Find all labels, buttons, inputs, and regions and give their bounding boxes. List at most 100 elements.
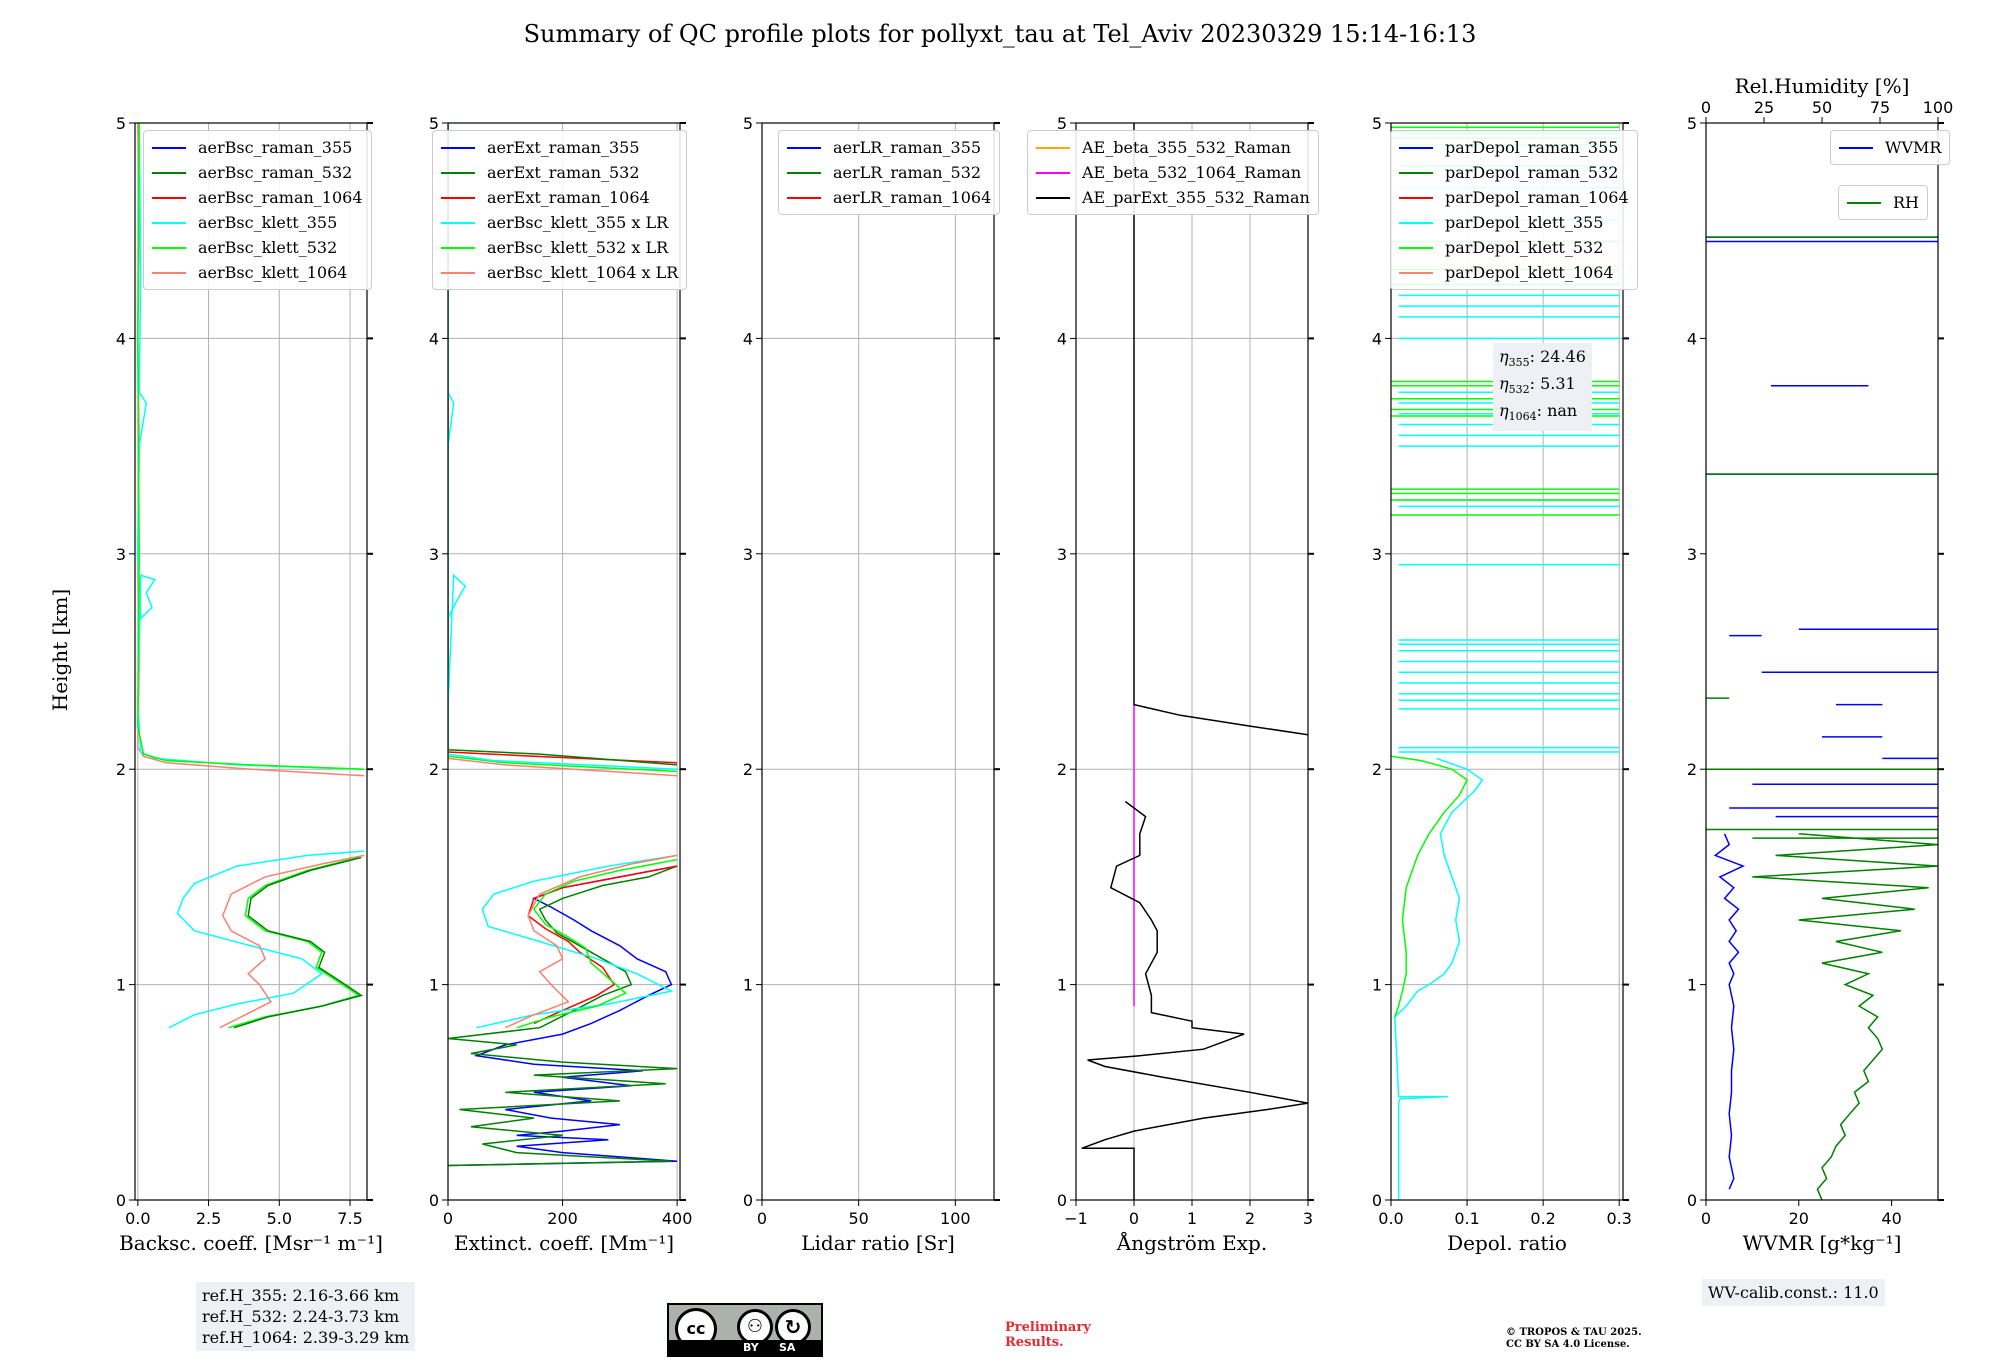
legend-label: aerBsc_klett_1064 x LR (487, 263, 679, 282)
y-tick-label: 4 (743, 329, 753, 348)
legend-entry: parDepol_raman_355 (1399, 135, 1629, 160)
legend-panel-1: aerBsc_raman_355 aerBsc_raman_532 aerBsc_r… (143, 130, 372, 290)
panel-frame (1390, 122, 1624, 1201)
legend-entry: aerBsc_klett_532 (152, 235, 363, 260)
y-tick-label: 2 (1687, 760, 1697, 779)
legend-swatch (152, 171, 186, 174)
legend-swatch (1399, 246, 1433, 249)
legend-swatch (152, 271, 186, 274)
legend-swatch (152, 196, 186, 199)
panel-frame (447, 122, 681, 1201)
series-WVMR (1713, 833, 1746, 1190)
series-aerBsc_klett_1064 x LR_upper (448, 123, 678, 777)
series-aerBsc_klett_1064 (219, 854, 365, 1029)
legend-swatch (1399, 221, 1433, 224)
series-aerBsc_klett_355 (168, 850, 365, 1029)
series-aerBsc_klett_355 x LR_upper (448, 123, 678, 770)
legend-wvmr: WVMR (1830, 130, 1951, 165)
series-aerBsc_klett_532 x LR (516, 858, 678, 1029)
legend-label: aerLR_raman_355 (833, 138, 982, 157)
y-tick-label: 3 (1057, 545, 1067, 564)
y-tick-label: 2 (743, 760, 753, 779)
legend-swatch (441, 221, 475, 224)
y-tick-label: 1 (1687, 976, 1697, 995)
y-tick-label: 2 (429, 760, 439, 779)
legend-entry: aerBsc_raman_355 (152, 135, 363, 160)
legend-swatch (152, 246, 186, 249)
y-tick-label: 3 (743, 545, 753, 564)
x-tick-label: 0 (1129, 1209, 1139, 1228)
x-tick-label: 50 (848, 1209, 868, 1228)
legend-swatch (441, 171, 475, 174)
figure-title: Summary of QC profile plots for pollyxt_… (523, 20, 1477, 48)
x-tick-label: 0.2 (1530, 1209, 1555, 1228)
legend-label: AE_parExt_355_532_Raman (1082, 188, 1310, 207)
x-tick-label: 100 (940, 1209, 971, 1228)
legend-label: aerBsc_raman_1064 (198, 188, 363, 207)
x-tick-label: 20 (1789, 1209, 1809, 1228)
panel-2: 0 200 400 0 1 2 3 4 5 Extinct. coeff. [Mm⁻¹] (429, 114, 693, 1255)
x-tick-label: 1 (1187, 1209, 1197, 1228)
legend-label: parDepol_raman_532 (1445, 163, 1619, 182)
eta-355: η355: 24.46 (1499, 347, 1586, 370)
y-tick-label: 5 (116, 114, 126, 133)
panel-frame (134, 122, 368, 1201)
y-tick-label: 2 (116, 760, 126, 779)
y-tick-label: 4 (116, 329, 126, 348)
eta-box: η355: 24.46 η532: 5.31 η1064: nan (1493, 343, 1592, 431)
series-aerExt_raman_532_upper (448, 123, 678, 766)
legend-rh: RH (1838, 185, 1928, 220)
y-tick-label: 5 (429, 114, 439, 133)
legend-entry: parDepol_raman_532 (1399, 160, 1629, 185)
x-tick-label: 400 (662, 1209, 693, 1228)
x-axis-label: Depol. ratio (1447, 1231, 1567, 1255)
copyright-note: © TROPOS & TAU 2025. CC BY SA 4.0 Licens… (1506, 1327, 1642, 1350)
y-tick-label: 5 (1372, 114, 1382, 133)
top-x-tick-label: 50 (1812, 98, 1832, 117)
y-tick-label: 1 (1372, 976, 1382, 995)
series-AE_parExt_355_532_Raman (1081, 800, 1308, 1200)
legend-entry: aerBsc_klett_1064 x LR (441, 260, 678, 285)
legend-entry: AE_beta_355_532_Raman (1036, 135, 1310, 160)
y-axis-label: Height [km] (48, 588, 72, 712)
y-tick-label: 4 (1057, 329, 1067, 348)
y-tick-label: 5 (743, 114, 753, 133)
panel-frame (1705, 122, 1939, 1201)
eta-532: η532: 5.31 (1499, 374, 1576, 397)
series-aerBsc_raman_532 (233, 856, 364, 1029)
top-x-tick-label: 75 (1870, 98, 1890, 117)
data-layer (448, 123, 678, 1167)
x-tick-label: 0 (757, 1209, 767, 1228)
wv-calib-box: WV-calib.const.: 11.0 (1702, 1279, 1885, 1306)
series-parDepol_klett_355 (1394, 757, 1484, 1200)
eta-1064: η1064: nan (1499, 401, 1578, 424)
x-tick-label: 7.5 (337, 1209, 362, 1228)
legend-label: aerLR_raman_1064 (833, 188, 992, 207)
legend-label: aerBsc_klett_532 x LR (487, 238, 669, 257)
legend-swatch (152, 221, 186, 224)
legend-swatch (1399, 271, 1433, 274)
top-x-tick-label: 100 (1923, 98, 1954, 117)
x-axis-label: Backsc. coeff. [Msr⁻¹ m⁻¹] (119, 1231, 383, 1255)
y-tick-label: 1 (116, 976, 126, 995)
legend-entry: aerExt_raman_1064 (441, 185, 678, 210)
y-tick-label: 1 (1057, 976, 1067, 995)
legend-swatch (1036, 171, 1070, 174)
legend-swatch (441, 271, 475, 274)
ref-height-355: ref.H_355: 2.16-3.66 km (202, 1286, 400, 1305)
data-layer (1081, 123, 1308, 1200)
legend-entry: parDepol_klett_532 (1399, 235, 1629, 260)
legend-entry: AE_beta_532_1064_Raman (1036, 160, 1310, 185)
y-tick-label: 3 (429, 545, 439, 564)
top-x-tick-label: 25 (1754, 98, 1774, 117)
y-tick-label: 0 (116, 1191, 126, 1210)
legend-entry: aerBsc_raman_1064 (152, 185, 363, 210)
x-tick-label: 0 (1701, 1209, 1711, 1228)
legend-entry: aerBsc_klett_355 (152, 210, 363, 235)
legend-label: AE_beta_355_532_Raman (1082, 138, 1291, 157)
series-aerExt_raman_1064 (527, 865, 678, 1025)
legend-entry: aerLR_raman_1064 (787, 185, 991, 210)
y-tick-label: 0 (1687, 1191, 1697, 1210)
legend-swatch (787, 196, 821, 199)
